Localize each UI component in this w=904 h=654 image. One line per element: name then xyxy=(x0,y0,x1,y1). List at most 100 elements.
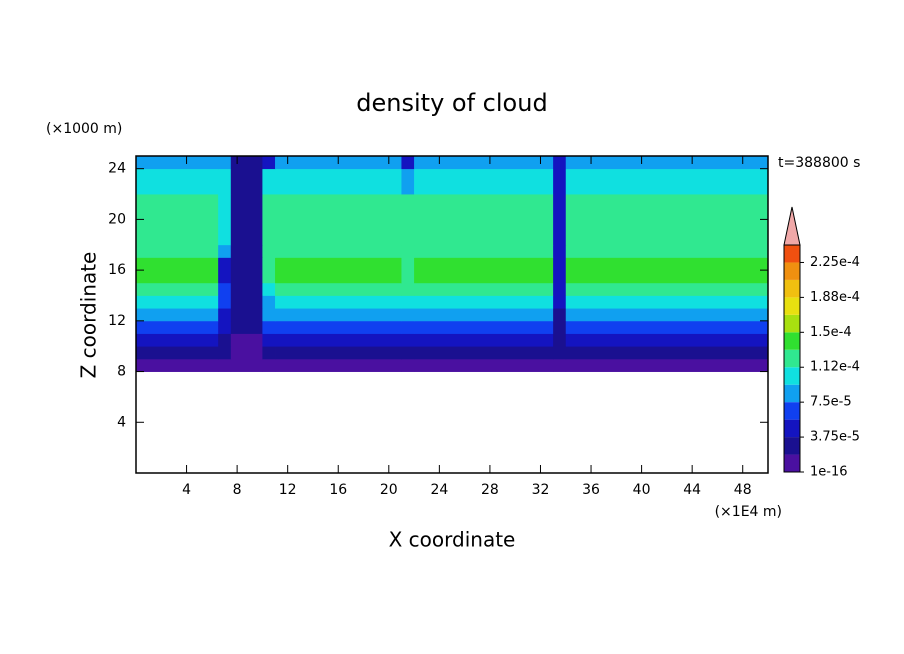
contour-cell xyxy=(565,257,769,284)
contour-cell xyxy=(553,333,567,347)
contour-cell xyxy=(565,282,769,296)
x-tick-label: 48 xyxy=(734,482,752,498)
contour-cell xyxy=(218,308,232,322)
contour-cell xyxy=(262,333,276,347)
contour-cell xyxy=(230,308,263,322)
contour-cell xyxy=(230,358,263,372)
contour-cell xyxy=(230,156,263,170)
contour-cell xyxy=(414,346,554,360)
contour-cell xyxy=(401,194,415,246)
contour-cell xyxy=(565,156,769,170)
contour-cell xyxy=(401,295,415,309)
contour-cell xyxy=(218,194,232,246)
x-tick-label: 40 xyxy=(633,482,651,498)
colorbar-bin xyxy=(784,349,800,368)
x-tick-label: 20 xyxy=(380,482,398,498)
colorbar-label: 3.75e-5 xyxy=(810,430,860,445)
contour-cell xyxy=(218,333,232,347)
contour-cell xyxy=(262,346,276,360)
contour-cell xyxy=(565,346,769,360)
contour-cell xyxy=(136,168,219,195)
contour-cell xyxy=(218,320,232,334)
contour-cell xyxy=(565,168,769,195)
contour-cell xyxy=(275,358,402,372)
colorbar-label: 1e-16 xyxy=(810,465,848,480)
contour-cell xyxy=(230,194,263,246)
contour-cell xyxy=(401,244,415,258)
contour-cell xyxy=(218,156,232,170)
contour-cell xyxy=(218,346,232,360)
contour-cell xyxy=(553,194,567,246)
contour-cell xyxy=(218,295,232,309)
contour-cell xyxy=(414,308,554,322)
contour-cell xyxy=(553,257,567,284)
contour-cell xyxy=(230,320,263,334)
contour-cell xyxy=(553,358,567,372)
contour-cell xyxy=(136,320,219,334)
colorbar-label: 1.5e-4 xyxy=(810,325,852,340)
contour-cell xyxy=(262,282,276,296)
contour-cell xyxy=(414,194,554,246)
x-tick-label: 12 xyxy=(279,482,297,498)
contour-cell xyxy=(553,282,567,296)
contour-cell xyxy=(275,282,402,296)
colorbar-bin xyxy=(784,314,800,333)
chart-title: density of cloud xyxy=(356,89,547,117)
contour-cell xyxy=(553,244,567,258)
contour-cell xyxy=(275,257,402,284)
contour-cell xyxy=(230,168,263,195)
contour-cell xyxy=(136,282,219,296)
x-axis-label: X coordinate xyxy=(389,528,516,552)
contour-cell xyxy=(275,308,402,322)
colorbar-label: 1.12e-4 xyxy=(810,360,860,375)
contour-cell xyxy=(565,308,769,322)
contour-cell xyxy=(230,333,263,347)
colorbar-bin xyxy=(784,279,800,298)
contour-cell xyxy=(565,194,769,246)
x-tick-label: 28 xyxy=(481,482,499,498)
contour-cell xyxy=(262,320,276,334)
contour-cell xyxy=(136,346,219,360)
contour-cell xyxy=(230,244,263,258)
contour-cell xyxy=(553,295,567,309)
contour-cell xyxy=(136,308,219,322)
contour-cell xyxy=(136,257,219,284)
contour-cell xyxy=(565,358,769,372)
time-label: t=388800 s xyxy=(778,155,860,171)
contour-cell xyxy=(565,244,769,258)
colorbar-bin xyxy=(784,419,800,438)
contour-cell xyxy=(230,295,263,309)
colorbar-frame xyxy=(783,244,801,473)
contour-cell xyxy=(553,156,567,170)
x-tick-label: 4 xyxy=(182,482,191,498)
colorbar-extend xyxy=(783,206,801,246)
x-unit: (×1E4 m) xyxy=(715,504,782,520)
contour-cell xyxy=(414,358,554,372)
contour-cell xyxy=(275,320,402,334)
colorbar-label: 1.88e-4 xyxy=(810,290,860,305)
contour-cell xyxy=(262,244,276,258)
contour-cell xyxy=(401,358,415,372)
contour-cell xyxy=(553,346,567,360)
contour-cell xyxy=(565,295,769,309)
x-tick-label: 36 xyxy=(582,482,600,498)
contour-cell xyxy=(275,346,402,360)
colorbar-label: 2.25e-4 xyxy=(810,255,860,270)
colorbar-bin xyxy=(784,402,800,420)
contour-cell xyxy=(218,257,232,284)
colorbar-bin xyxy=(784,437,800,455)
y-tick-label: 8 xyxy=(117,364,126,380)
contour-cell xyxy=(218,168,232,195)
contour-cell xyxy=(262,168,276,195)
contour-cell xyxy=(230,346,263,360)
contour-cell xyxy=(565,320,769,334)
contour-cell xyxy=(218,244,232,258)
contour-cell xyxy=(218,358,232,372)
contour-cell xyxy=(414,244,554,258)
x-tick-label: 44 xyxy=(683,482,701,498)
colorbar-bin xyxy=(784,367,800,385)
contour-cell xyxy=(414,257,554,284)
contour-cell xyxy=(414,295,554,309)
contour-cell xyxy=(275,168,402,195)
